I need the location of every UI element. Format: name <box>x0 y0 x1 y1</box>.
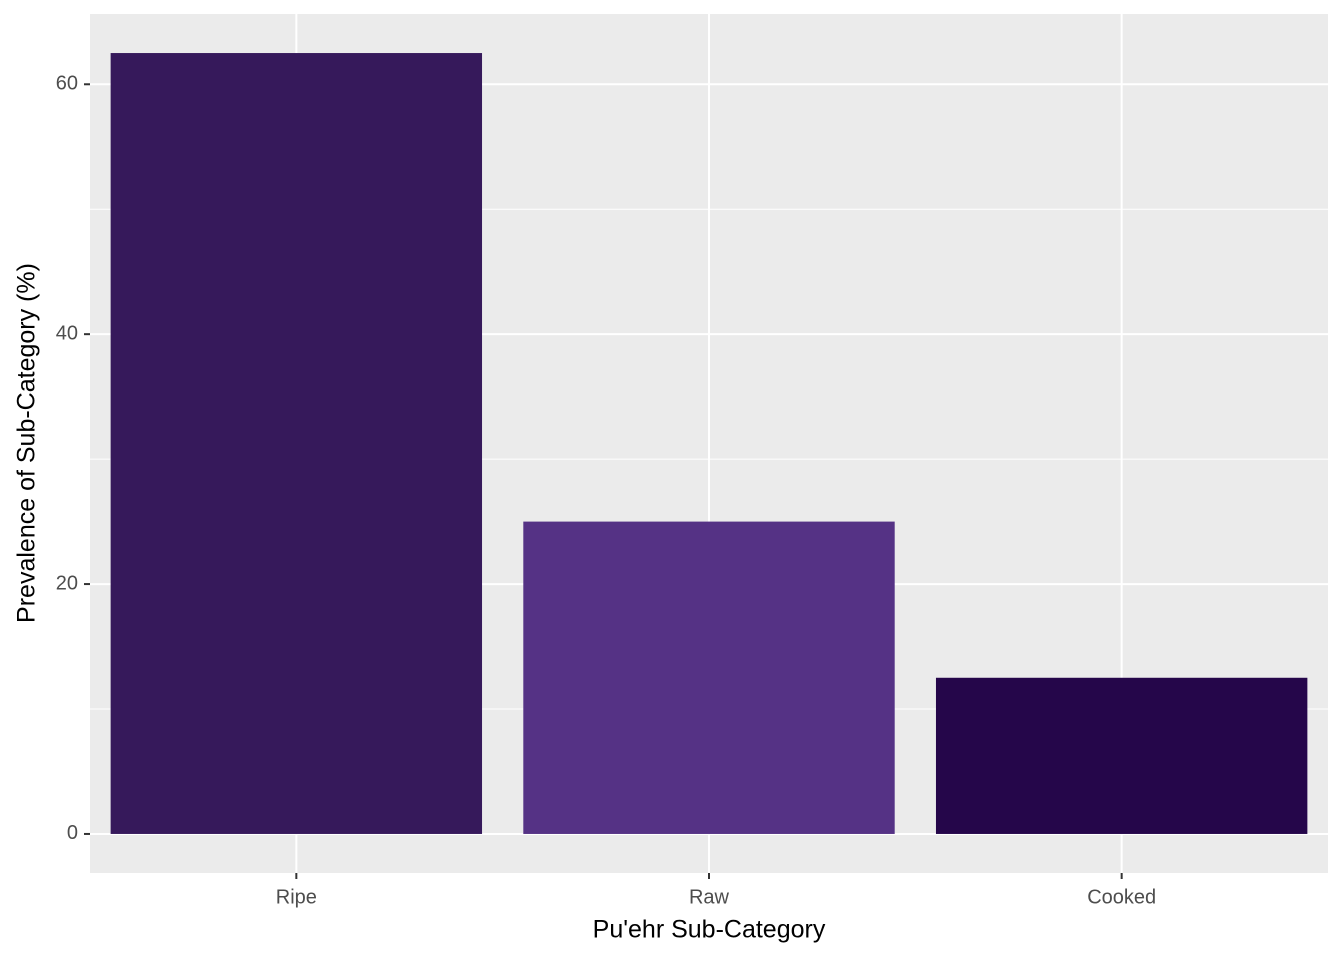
y-tick-label: 60 <box>56 73 78 95</box>
y-axis-title: Prevalence of Sub-Category (%) <box>13 263 41 623</box>
x-tick-label: Ripe <box>276 886 317 908</box>
bar <box>523 521 895 834</box>
y-tick-label: 0 <box>67 822 78 844</box>
bar <box>110 53 483 834</box>
y-tick-label: 20 <box>56 572 78 594</box>
x-tick-label: Cooked <box>1087 886 1156 908</box>
y-tick-label: 40 <box>56 322 78 344</box>
x-tick-label: Raw <box>689 886 730 908</box>
bar <box>935 677 1308 834</box>
x-axis-title: Pu'ehr Sub-Category <box>593 916 826 944</box>
